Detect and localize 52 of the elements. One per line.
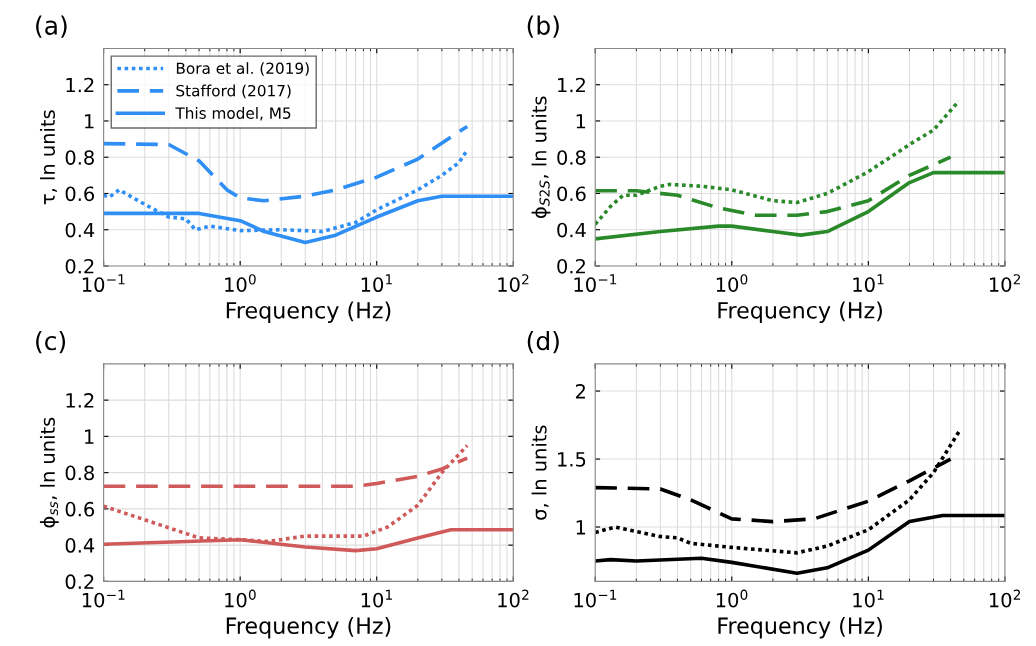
chart-title: (b)	[527, 15, 559, 38]
y-tick-label: 0.8	[65, 465, 94, 481]
x-axis-title: Frequency (Hz)	[226, 616, 391, 639]
x-tick-label: 10$^{0}$	[716, 589, 748, 608]
y-tick-label: 1.5	[558, 452, 586, 467]
y-tick-label: 1.2	[66, 393, 94, 408]
y-tick-label: 1.2	[558, 77, 585, 93]
x-tick-label: 10$^{2}$	[498, 589, 529, 608]
x-tick-label: 10$^{−1}$	[82, 274, 125, 293]
y-tick-label: 0.2	[65, 258, 94, 274]
y-tick-label: 1.2	[66, 77, 94, 93]
y-tick-label: 0.4	[557, 222, 586, 238]
x-tick-label: 10$^{−1}$	[574, 274, 617, 293]
y-tick-label: 1	[85, 429, 94, 444]
x-tick-label: 10$^{2}$	[989, 274, 1021, 292]
y-axis-title: σ, ln units	[531, 425, 549, 520]
y-tick-label: 0.8	[557, 150, 586, 165]
y-tick-label: 0.8	[65, 150, 94, 165]
chart-title: (d)	[527, 330, 559, 354]
x-tick-label: 10$^{2}$	[498, 274, 529, 292]
x-tick-label: 10$^{1}$	[361, 589, 392, 608]
x-tick-label: 10$^{0}$	[716, 274, 748, 292]
x-tick-label: 10$^{1}$	[853, 274, 884, 293]
y-tick-label: 2	[575, 384, 585, 399]
x-axis-title: Frequency (Hz)	[226, 301, 391, 323]
y-tick-label: 0.2	[557, 258, 585, 274]
y-tick-label: 0.6	[65, 501, 95, 517]
x-tick-label: 10$^{1}$	[853, 589, 884, 608]
y-tick-label: 0.4	[65, 538, 95, 553]
y-axis-title: ϕ$_{S2S}$, ln units	[531, 96, 551, 218]
y-tick-label: 1	[576, 520, 586, 535]
legend-label: Stafford (2017)	[176, 84, 291, 99]
x-tick-label: 10$^{−1}$	[82, 589, 125, 608]
chart-title: (c)	[36, 331, 66, 354]
legend-label: Bora et al. (2019)	[176, 62, 309, 76]
y-axis-title: ϕ$_{ss}$, ln units	[39, 417, 59, 528]
y-axis-title: τ, ln units	[39, 110, 57, 205]
x-tick-label: 10$^{−1}$	[574, 589, 617, 608]
y-tick-label: 1	[85, 114, 94, 129]
x-tick-label: 10$^{0}$	[225, 274, 256, 292]
legend-label: This model, M5	[175, 107, 291, 121]
x-axis-title: Frequency (Hz)	[718, 616, 882, 639]
x-tick-label: 10$^{1}$	[361, 274, 392, 293]
y-tick-label: 0.6	[557, 186, 586, 202]
chart-title: (a)	[36, 15, 67, 38]
y-tick-label: 1	[576, 114, 586, 129]
y-tick-label: 0.4	[65, 222, 95, 238]
y-tick-label: 0.2	[65, 574, 94, 590]
x-tick-label: 10$^{2}$	[989, 589, 1021, 608]
x-axis-title: Frequency (Hz)	[718, 301, 882, 323]
y-tick-label: 0.6	[65, 186, 95, 202]
x-tick-label: 10$^{0}$	[225, 589, 256, 608]
